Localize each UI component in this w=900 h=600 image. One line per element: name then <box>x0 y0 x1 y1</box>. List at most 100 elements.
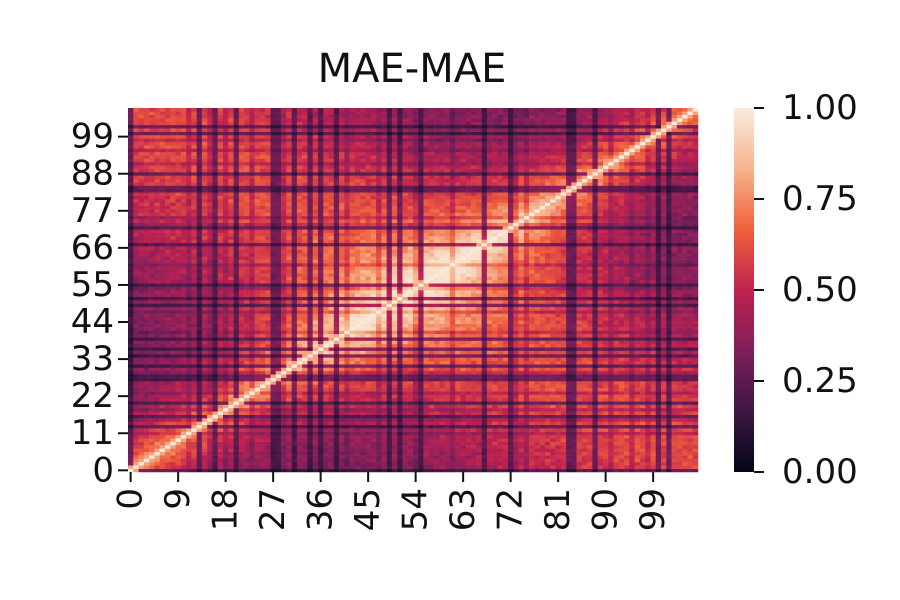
heatmap-cell <box>561 384 567 388</box>
heatmap-cell <box>207 388 213 392</box>
heatmap-cell <box>651 448 657 452</box>
heatmap-cell <box>160 364 166 368</box>
heatmap-cell <box>297 320 303 324</box>
heatmap-cell <box>292 381 298 385</box>
heatmap-cell <box>334 425 340 429</box>
heatmap-cell <box>197 432 203 436</box>
heatmap-cell <box>587 398 593 402</box>
heatmap-cell <box>603 394 609 398</box>
heatmap-cell <box>450 344 456 348</box>
heatmap-cell <box>255 314 261 318</box>
heatmap-cell <box>482 394 488 398</box>
heatmap-cell <box>439 455 445 459</box>
heatmap-cell <box>265 320 271 324</box>
heatmap-cell <box>603 445 609 449</box>
heatmap-cell <box>207 334 213 338</box>
heatmap-cell <box>445 411 451 415</box>
heatmap-cell <box>355 354 361 358</box>
heatmap-cell <box>577 394 583 398</box>
heatmap-cell <box>687 408 693 412</box>
heatmap-cell <box>397 411 403 415</box>
heatmap-cell <box>629 334 635 338</box>
heatmap-cell <box>592 354 598 358</box>
heatmap-cell <box>218 408 224 412</box>
heatmap-cell <box>344 425 350 429</box>
heatmap-cell <box>350 337 356 341</box>
heatmap-cell <box>344 344 350 348</box>
heatmap-cell <box>302 337 308 341</box>
heatmap-cell <box>466 374 472 378</box>
heatmap-cell <box>666 401 672 405</box>
heatmap-cell <box>234 408 240 412</box>
heatmap-cell <box>677 364 683 368</box>
heatmap-cell <box>128 384 134 388</box>
heatmap-cell <box>645 351 651 355</box>
heatmap-cell <box>487 398 493 402</box>
heatmap-cell <box>371 334 377 338</box>
heatmap-cell <box>244 405 250 409</box>
heatmap-cell <box>513 327 519 331</box>
heatmap-cell <box>381 334 387 338</box>
heatmap-cell <box>392 459 398 463</box>
heatmap-cell <box>149 455 155 459</box>
heatmap-cell <box>619 421 625 425</box>
heatmap-cell <box>529 357 535 361</box>
heatmap-cell <box>603 398 609 402</box>
heatmap-cell <box>181 398 187 402</box>
heatmap-cell <box>160 398 166 402</box>
heatmap-cell <box>524 334 530 338</box>
heatmap-cell <box>519 462 525 466</box>
heatmap-cell <box>318 469 324 473</box>
heatmap-cell <box>207 452 213 456</box>
heatmap-cell <box>297 378 303 382</box>
heatmap-cell <box>656 401 662 405</box>
heatmap-cell <box>176 388 182 392</box>
heatmap-cell <box>408 452 414 456</box>
heatmap-cell <box>286 351 292 355</box>
heatmap-cell <box>292 361 298 365</box>
heatmap-cell <box>408 438 414 442</box>
heatmap-cell <box>149 384 155 388</box>
heatmap-cell <box>239 445 245 449</box>
heatmap-cell <box>513 411 519 415</box>
heatmap-cell <box>387 428 393 432</box>
heatmap-cell <box>429 421 435 425</box>
heatmap-cell <box>176 465 182 469</box>
heatmap-cell <box>376 391 382 395</box>
heatmap-cell <box>271 381 277 385</box>
heatmap-cell <box>381 324 387 328</box>
heatmap-cell <box>513 398 519 402</box>
heatmap-cell <box>413 351 419 355</box>
heatmap-cell <box>307 374 313 378</box>
heatmap-cell <box>503 438 509 442</box>
heatmap-cell <box>534 405 540 409</box>
heatmap-cell <box>329 418 335 422</box>
heatmap-cell <box>677 341 683 345</box>
heatmap-cell <box>540 324 546 328</box>
heatmap-cell <box>149 405 155 409</box>
heatmap-cell <box>508 401 514 405</box>
heatmap-cell <box>645 344 651 348</box>
heatmap-cell <box>418 388 424 392</box>
heatmap-cell <box>160 357 166 361</box>
heatmap-cell <box>323 361 329 365</box>
heatmap-cell <box>133 435 139 439</box>
heatmap-cell <box>239 324 245 328</box>
heatmap-cell <box>376 445 382 449</box>
heatmap-cell <box>402 401 408 405</box>
heatmap-cell <box>381 347 387 351</box>
heatmap-cell <box>672 374 678 378</box>
heatmap-cell <box>413 344 419 348</box>
heatmap-cell <box>651 371 657 375</box>
heatmap-cell <box>176 418 182 422</box>
heatmap-cell <box>592 330 598 334</box>
heatmap-cell <box>614 425 620 429</box>
heatmap-cell <box>366 462 372 466</box>
heatmap-cell <box>249 452 255 456</box>
heatmap-cell <box>218 327 224 331</box>
heatmap-cell <box>381 448 387 452</box>
heatmap-cell <box>392 408 398 412</box>
heatmap-cell <box>429 378 435 382</box>
heatmap-cell <box>592 432 598 436</box>
heatmap-cell <box>191 465 197 469</box>
